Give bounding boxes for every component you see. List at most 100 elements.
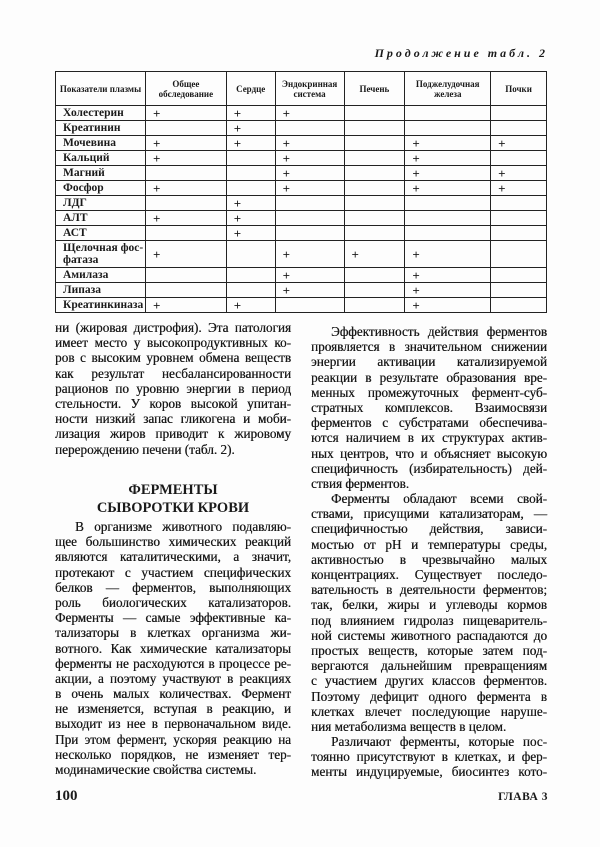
- mark-cell: [490, 282, 547, 298]
- mark-cell: +: [404, 282, 492, 298]
- indicator-name: Магний: [55, 165, 146, 181]
- mark-cell: [144, 165, 227, 181]
- mark-cell: [343, 120, 406, 136]
- table-row: Креатинин +: [55, 120, 547, 136]
- mark-cell: [343, 282, 406, 298]
- mark-cell: +: [225, 120, 276, 136]
- column-header: Поджелудочная железа: [404, 71, 492, 106]
- text-line: ются наличием в их структурах актив-: [311, 430, 547, 446]
- indicator-name: Амилаза: [55, 267, 146, 283]
- text-line: ния метаболизма веществ в целом.: [311, 718, 507, 734]
- mark-cell: [343, 225, 406, 241]
- left-column-top-text: ни (жировая дистрофия). Эта патология име…: [55, 320, 291, 457]
- text-line: реакции в результате образования вре-: [311, 369, 547, 385]
- mark-cell: +: [490, 180, 547, 196]
- mark-cell: +: [144, 297, 227, 313]
- text-line: активностью в чрезвычайно малых: [311, 551, 547, 567]
- mark-cell: +: [404, 297, 492, 313]
- text-line: ствия ферментов.: [311, 475, 410, 491]
- text-line: менных промежуточных фермент-суб-: [311, 384, 547, 400]
- table-continuation-caption: Продолжение табл. 2: [374, 46, 548, 60]
- mark-cell: [343, 267, 406, 283]
- mark-cell: +: [225, 135, 276, 151]
- mark-cell: [490, 195, 547, 211]
- column-header: Печень: [343, 71, 406, 106]
- mark-cell: [490, 240, 547, 268]
- column-header: Сердце: [225, 71, 276, 106]
- column-header: Общее обследование: [144, 71, 227, 106]
- text-line: Ферменты обладают всеми свой-: [331, 491, 547, 507]
- table-row: Липаза + +: [55, 282, 547, 298]
- table-row: Магний + + +: [55, 165, 547, 181]
- indicator-name: Фосфор: [55, 180, 146, 196]
- mark-cell: +: [225, 105, 276, 121]
- mark-cell: +: [225, 195, 276, 211]
- mark-cell: [343, 165, 406, 181]
- mark-cell: [490, 297, 547, 313]
- text-line: менты индуцируемые, биосинтез кото-: [311, 764, 547, 780]
- mark-cell: [225, 240, 276, 268]
- text-line: При этом фермент, ускоряя реакцию на: [55, 731, 291, 747]
- mark-cell: [274, 120, 345, 136]
- text-line: в очень малых количествах. Фермент: [55, 686, 291, 702]
- text-line: Поэтому дефицит одного фермента в: [311, 688, 547, 704]
- text-line: ферментов с субстратами обеспечива-: [311, 415, 547, 431]
- text-line: ных центров, что и объясняет высокую: [311, 445, 547, 461]
- mark-cell: [490, 267, 547, 283]
- table-row: Амилаза + +: [55, 267, 547, 283]
- mark-cell: +: [274, 135, 345, 151]
- mark-cell: +: [144, 240, 227, 268]
- text-line: не изменяется, вступая в реакцию, и: [55, 701, 291, 717]
- text-line: проявляется в значительном снижении: [311, 339, 547, 355]
- mark-cell: [144, 120, 227, 136]
- mark-cell: +: [225, 225, 276, 241]
- text-line: Различают ферменты, которые пос-: [331, 734, 547, 750]
- mark-cell: +: [144, 105, 227, 121]
- table-row: АСТ +: [55, 225, 547, 241]
- indicator-name: АЛТ: [55, 210, 146, 226]
- mark-cell: [274, 210, 345, 226]
- mark-cell: +: [225, 297, 276, 313]
- mark-cell: [343, 150, 406, 166]
- section-heading-line: СЫВОРОТКИ КРОВИ: [96, 500, 250, 516]
- mark-cell: [404, 120, 492, 136]
- mark-cell: +: [404, 240, 492, 268]
- text-line: Эффективность действия ферментов: [331, 324, 547, 339]
- mark-cell: [343, 135, 406, 151]
- text-line: ров с высоким уровнем обмена веществ: [55, 350, 291, 366]
- mark-cell: [274, 297, 345, 313]
- text-line: ности низкий запас гликогена и моби-: [55, 411, 291, 427]
- mark-cell: +: [404, 165, 492, 181]
- mark-cell: +: [144, 210, 227, 226]
- text-line: В организме животного подавляю-: [75, 519, 291, 534]
- indicator-name: Креатинкиназа: [55, 297, 146, 313]
- text-line: ствами, присущими катализаторам, —: [311, 506, 547, 522]
- text-line: выходит из нее в первоначальном виде.: [55, 716, 291, 732]
- indicator-name: Липаза: [55, 282, 146, 298]
- mark-cell: [144, 225, 227, 241]
- text-line: модинамические свойства системы.: [55, 762, 257, 777]
- text-line: щее большинство химических реакций: [55, 534, 291, 550]
- mark-cell: +: [274, 150, 345, 166]
- text-line: стельности. У коров высокой упитан-: [55, 395, 291, 411]
- text-line: протекают с участием специфических: [55, 564, 291, 580]
- right-column-text: Эффективность действия ферментов проявляе…: [311, 324, 547, 781]
- mark-cell: [490, 210, 547, 226]
- indicator-name: Холестерин: [55, 105, 146, 121]
- mark-cell: [490, 120, 547, 136]
- column-header: Показатели плазмы: [55, 71, 146, 106]
- text-line: специфичностью действия, зависи-: [311, 521, 547, 537]
- mark-cell: [225, 165, 276, 181]
- mark-cell: [225, 267, 276, 283]
- text-line: являются каталитическими, а значит,: [55, 549, 291, 565]
- mark-cell: +: [144, 180, 227, 196]
- mark-cell: [343, 297, 406, 313]
- text-line: с участием других классов ферментов.: [311, 673, 547, 689]
- indicator-name: Мочевина: [55, 135, 146, 151]
- table-row: Холестерин + + +: [55, 105, 547, 121]
- text-line: белков — ферментов, выполняющих: [55, 579, 291, 595]
- mark-cell: +: [343, 240, 406, 268]
- mark-cell: [343, 195, 406, 211]
- mark-cell: [144, 195, 227, 211]
- text-line: клетках влечет последующие наруше-: [311, 703, 547, 719]
